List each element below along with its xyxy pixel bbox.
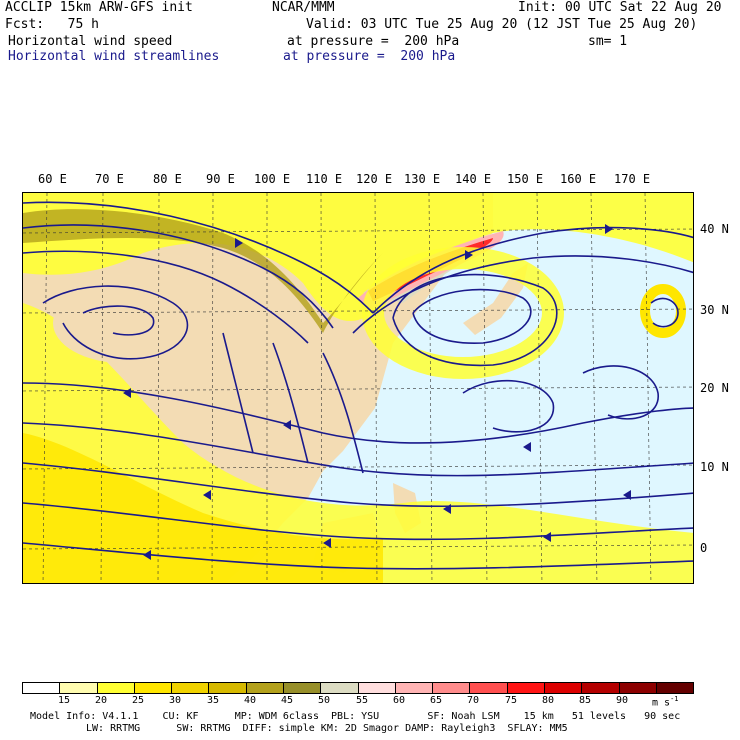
- lon-label: 80 E: [153, 172, 182, 186]
- colorbar-label: 15: [58, 695, 71, 706]
- wind-speed-colorbar: [22, 682, 694, 694]
- colorbar-label: 35: [207, 695, 220, 706]
- colorbar-label: 60: [393, 695, 406, 706]
- lon-label: 120 E: [356, 172, 393, 186]
- colorbar-swatch: [246, 683, 284, 693]
- land-japan: [463, 263, 528, 335]
- colorbar-swatch: [582, 683, 620, 693]
- lon-label: 70 E: [95, 172, 124, 186]
- streamlines: [23, 201, 693, 570]
- colorbar-label: 40: [244, 695, 257, 706]
- map-grid: [23, 193, 693, 583]
- colorbar-swatch: [321, 683, 359, 693]
- colorbar-unit-exp: -1: [670, 695, 679, 703]
- colorbar-swatch: [433, 683, 471, 693]
- tibetan-high: [53, 283, 193, 363]
- colorbar-label: 75: [505, 695, 518, 706]
- colorbar-label: 30: [169, 695, 182, 706]
- field1-label: Horizontal wind speed: [8, 34, 173, 49]
- wind-map-canvas: [23, 193, 693, 583]
- colorbar-label: 25: [132, 695, 145, 706]
- lon-label: 130 E: [404, 172, 441, 186]
- colorbar-label: 45: [281, 695, 294, 706]
- colorbar-label: 50: [318, 695, 331, 706]
- lat-label: 20 N: [700, 381, 729, 395]
- colorbar-swatch: [172, 683, 210, 693]
- colorbar-swatch: [97, 683, 135, 693]
- init-time: Init: 00 UTC Sat 22 Aug 20: [518, 0, 722, 15]
- colorbar-swatch: [507, 683, 545, 693]
- field2-level: at pressure = 200 hPa: [283, 49, 456, 64]
- field1-level: at pressure = 200 hPa: [287, 34, 460, 49]
- model-info-line2: LW: RRTMG SW: RRTMG DIFF: simple KM: 2D …: [86, 723, 568, 734]
- lat-label: 0: [700, 541, 708, 555]
- colorbar-label: 85: [579, 695, 592, 706]
- small-vortex: [640, 284, 686, 338]
- smoothing-label: sm= 1: [588, 34, 628, 49]
- colorbar-swatch: [283, 683, 322, 693]
- model-info-line1: Model Info: V4.1.1 CU: KF MP: WDM 6class…: [30, 711, 681, 722]
- colorbar-swatch: [60, 683, 98, 693]
- colorbar-swatch: [619, 683, 657, 693]
- colorbar-label: 20: [95, 695, 108, 706]
- lon-label: 160 E: [560, 172, 597, 186]
- lon-label: 110 E: [306, 172, 343, 186]
- colorbar-swatch: [395, 683, 434, 693]
- model-title: ACCLIP 15km ARW-GFS init: [5, 0, 193, 15]
- streamline-arrows: [123, 224, 631, 560]
- colorbar-swatch: [470, 683, 508, 693]
- colorbar-swatch: [23, 683, 61, 693]
- colorbar-label: 65: [430, 695, 443, 706]
- forecast-hour: Fcst: 75 h: [5, 17, 99, 32]
- colorbar-label: 55: [356, 695, 369, 706]
- lon-label: 140 E: [455, 172, 492, 186]
- colorbar-label: 90: [616, 695, 629, 706]
- lon-label: 170 E: [614, 172, 651, 186]
- lon-label: 100 E: [254, 172, 291, 186]
- lon-label: 60 E: [38, 172, 67, 186]
- lat-label: 40 N: [700, 222, 729, 236]
- colorbar-unit: m s-1: [652, 695, 679, 708]
- colorbar-unit-text: m s: [652, 697, 671, 709]
- org-label: NCAR/MMM: [272, 0, 335, 15]
- wind-map: [22, 192, 694, 584]
- wind-speed-olive-trough: [23, 209, 383, 333]
- lon-label: 150 E: [507, 172, 544, 186]
- lat-label: 30 N: [700, 303, 729, 317]
- colorbar-swatch: [656, 683, 694, 693]
- field2-label: Horizontal wind streamlines: [8, 49, 220, 64]
- colorbar-swatch: [358, 683, 396, 693]
- lon-label: 90 E: [206, 172, 235, 186]
- colorbar-swatch: [209, 683, 247, 693]
- wind-speed-band-south-inner: [23, 433, 383, 583]
- colorbar-swatch: [134, 683, 173, 693]
- colorbar-swatch: [544, 683, 583, 693]
- colorbar-label: 80: [542, 695, 555, 706]
- lat-label: 10 N: [700, 460, 729, 474]
- colorbar-label: 70: [467, 695, 480, 706]
- valid-time: Valid: 03 UTC Tue 25 Aug 20 (12 JST Tue …: [306, 17, 698, 32]
